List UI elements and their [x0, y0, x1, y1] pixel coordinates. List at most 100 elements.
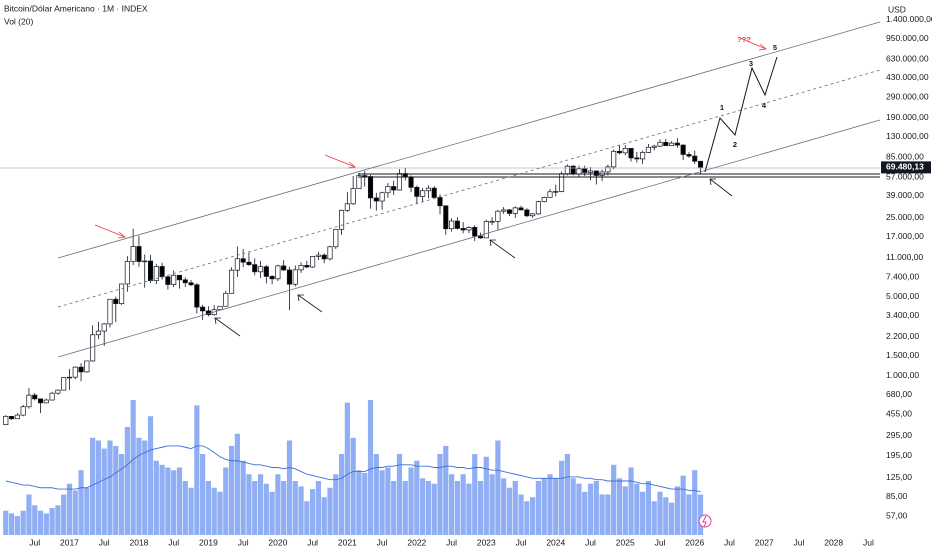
volume-bar	[645, 481, 652, 535]
volume-bar	[686, 494, 692, 535]
volume-bar	[420, 478, 426, 535]
candle-body	[466, 227, 472, 231]
candle-body	[460, 228, 466, 231]
volume-bar	[200, 454, 206, 535]
x-tick-label: Jul	[724, 537, 735, 547]
currency-label: USD	[888, 4, 906, 14]
y-tick-label: 195,00	[886, 450, 912, 460]
candle-body	[281, 265, 287, 271]
volume-bar	[84, 487, 90, 535]
arrow	[739, 37, 767, 51]
volume-bar	[211, 487, 217, 535]
volume-bar	[408, 467, 414, 535]
candle-body	[616, 150, 623, 154]
candle-body	[78, 366, 84, 373]
volume-bar	[223, 467, 229, 535]
volume-bar	[391, 481, 397, 535]
wave-label: 2	[733, 140, 737, 149]
candle-body	[640, 152, 646, 160]
volume-bar	[362, 472, 368, 535]
volume-bar	[298, 486, 304, 535]
candle-body	[263, 266, 269, 277]
x-tick-label: Jul	[307, 537, 318, 547]
x-tick-label: Jul	[863, 537, 874, 547]
arrow	[94, 224, 126, 239]
volume-bar	[576, 483, 582, 535]
volume-bar	[159, 464, 165, 535]
volume-bar	[663, 497, 669, 535]
candle-body	[298, 265, 304, 271]
volume-bar	[530, 497, 536, 535]
volume-bar	[338, 454, 345, 535]
candle-body	[535, 201, 541, 215]
drawings	[0, 21, 881, 528]
volume-bar	[333, 474, 339, 535]
candle-body	[229, 269, 235, 294]
volume-bar	[113, 445, 119, 535]
candle-body	[449, 220, 455, 230]
candle-body	[559, 173, 565, 192]
candle-body	[477, 235, 484, 239]
arrow	[297, 294, 323, 313]
candle-body	[425, 187, 431, 192]
volume-bar	[454, 481, 460, 535]
gray-arrows	[214, 178, 733, 337]
volume-bar	[292, 481, 298, 535]
volume-bar	[483, 456, 489, 535]
candle-body	[373, 197, 379, 202]
y-tick-label: 57.000,00	[886, 171, 924, 181]
candle-body	[611, 150, 617, 168]
candle-body	[680, 144, 686, 155]
volume-bar	[367, 400, 374, 535]
candle-body	[136, 246, 142, 262]
x-tick-label: 2023	[477, 537, 496, 547]
candle-body	[547, 191, 553, 198]
candle-body	[84, 360, 90, 373]
volume-bar	[622, 486, 628, 535]
candle-body	[43, 399, 49, 404]
candle-body	[530, 213, 536, 217]
candle-body	[564, 165, 570, 175]
candle-body	[130, 246, 136, 262]
volume-bar	[402, 481, 408, 535]
candle-body	[55, 389, 61, 394]
candle-body	[95, 330, 101, 336]
candle-body	[663, 141, 669, 146]
candle-body	[20, 406, 26, 416]
candle-body	[506, 209, 513, 214]
volume-bar	[107, 440, 113, 535]
event-icon[interactable]	[698, 514, 712, 528]
x-tick-label: 2021	[338, 537, 357, 547]
candle-body	[107, 298, 113, 325]
volume-bar	[281, 481, 287, 535]
candle-body	[379, 192, 385, 202]
candle-body	[142, 260, 148, 263]
candle-body	[501, 209, 507, 212]
y-tick-label: 85,00	[886, 491, 908, 501]
volume-bar	[72, 490, 78, 535]
volume-bar	[90, 437, 96, 535]
volume-bar	[466, 483, 472, 535]
candle-body	[391, 186, 397, 191]
volume-bar	[315, 481, 322, 535]
volume-bar	[356, 470, 362, 535]
candle-body	[194, 284, 200, 308]
volume-bar	[124, 427, 130, 535]
volume-bar	[385, 467, 391, 535]
candle-body	[396, 173, 403, 191]
y-tick-label: 5.000,00	[886, 291, 919, 301]
volume-bar	[269, 491, 275, 535]
candle-body	[454, 220, 460, 229]
chart-title: Bitcoin/Dólar Americano · 1M · INDEX	[4, 3, 148, 13]
volume-bar	[564, 454, 570, 535]
volume-bar	[640, 491, 646, 535]
candle-body	[66, 376, 73, 379]
x-tick-label: Jul	[238, 537, 249, 547]
y-tick-label: 190.000,00	[886, 112, 929, 122]
volume-bar	[101, 448, 107, 535]
volume-bar	[431, 483, 437, 535]
y-tick-label: 17.000,00	[886, 231, 924, 241]
volume-bar	[674, 486, 680, 535]
candle-body	[310, 256, 316, 268]
arrow	[214, 317, 241, 337]
